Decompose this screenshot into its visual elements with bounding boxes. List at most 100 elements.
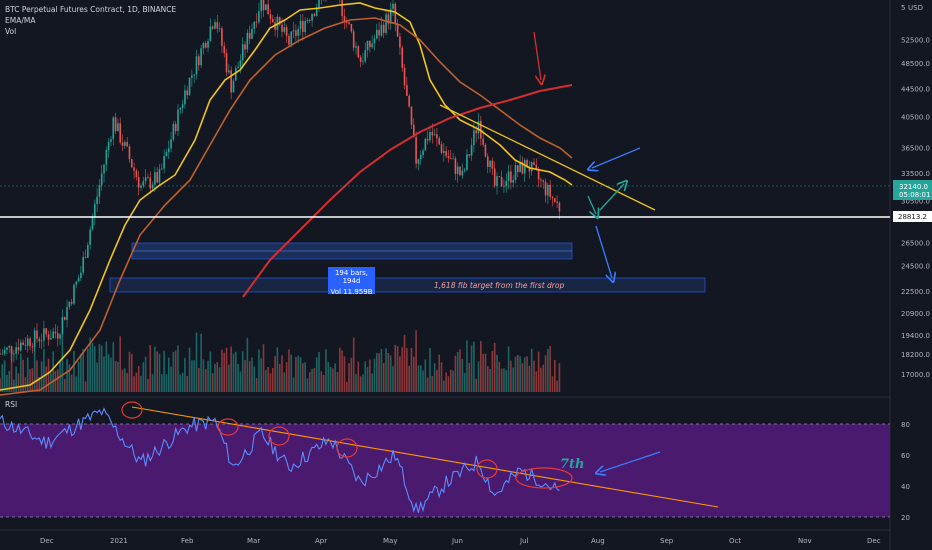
time-tick: Sep [660, 537, 674, 545]
candle-body [449, 158, 452, 159]
candle-body [433, 134, 436, 136]
volume-bar [510, 360, 512, 392]
candle-body [394, 3, 397, 24]
candle-body [297, 28, 300, 36]
line-price-tag [893, 211, 932, 222]
volume-bar [177, 345, 179, 392]
volume-bar [371, 373, 373, 392]
volume-bar [244, 360, 246, 392]
candle-body [110, 139, 112, 142]
candle-body [551, 196, 554, 199]
volume-legend[interactable]: Vol [5, 27, 17, 36]
volume-bar [93, 346, 96, 392]
volume-bar [424, 359, 427, 392]
candle-body [61, 316, 64, 335]
volume-bar [523, 357, 526, 392]
candle-body [278, 16, 281, 25]
candle-body [389, 8, 392, 24]
candle-body [542, 180, 545, 182]
candle-body [306, 19, 309, 22]
volume-bar [348, 363, 350, 392]
rsi-legend[interactable]: RSI [5, 400, 18, 409]
candle-body [396, 23, 399, 37]
time-tick: Dec [867, 537, 881, 545]
volume-bar [269, 373, 272, 392]
volume-bar [514, 356, 517, 392]
volume-bar [207, 360, 209, 392]
candle-body [198, 56, 200, 66]
blue-left-arrow [592, 147, 641, 168]
symbol-legend[interactable]: BTC Perpetual Futures Contract, 1D, BINA… [5, 5, 177, 14]
volume-bar [466, 340, 468, 392]
volume-bar [389, 355, 392, 392]
candle-body [223, 45, 226, 54]
candle-body [40, 340, 43, 342]
candle-body [399, 36, 401, 48]
volume-bar [174, 350, 177, 392]
volume-bar [13, 379, 15, 392]
candle-body [359, 57, 362, 62]
volume-bar [345, 381, 348, 392]
candle-body [207, 40, 209, 48]
price-axis[interactable]: 52500.0 48500.0 44500.0 40500.0 36500.0 33500… [901, 37, 930, 379]
volume-bar [456, 351, 459, 392]
volume-bar [211, 373, 214, 392]
candle-body [454, 158, 457, 175]
volume-bar [130, 353, 133, 392]
candle-body [0, 353, 1, 355]
candle-body [382, 24, 385, 33]
time-axis[interactable]: Dec 2021 Feb Mar Apr May Jun Jul Aug Sep Oct Nov Dec [40, 537, 881, 545]
candle-body [459, 166, 461, 176]
volume-bar [308, 372, 311, 392]
candle-body [179, 108, 182, 110]
volume-bar [241, 351, 244, 392]
blue-rsi-arrow [600, 451, 661, 472]
candle-body [107, 141, 110, 151]
candle-body [54, 331, 57, 334]
fib-target-box[interactable] [109, 277, 706, 293]
volume-bar [528, 365, 531, 392]
volume-bar [47, 358, 50, 392]
candle-body [350, 23, 353, 32]
candle-body [260, 0, 263, 12]
measure-box[interactable]: 194 bars, 194d Vol 11.959B [328, 267, 375, 296]
volume-bar [295, 356, 297, 392]
volume-bar [156, 351, 158, 392]
ema-legend[interactable]: EMA/MA [5, 16, 36, 25]
seventh-label: 7th [560, 457, 585, 472]
price-tick: 30500.0 [901, 198, 930, 206]
volume-bar [73, 350, 75, 392]
candle-body [165, 152, 168, 157]
candle-body [172, 123, 175, 140]
rsi-peak-circles [121, 401, 573, 489]
volume-bar [193, 360, 195, 392]
candle-body [378, 29, 380, 36]
candle-body [267, 4, 269, 15]
volume-bar [503, 368, 505, 392]
candle-body [237, 66, 239, 69]
candle-body [117, 123, 119, 132]
volume-bar [179, 374, 182, 392]
volume-bar [119, 336, 122, 392]
volume-bar [436, 369, 438, 392]
volume-bar [320, 371, 323, 392]
volume-bar [230, 346, 232, 392]
price-tick: 24500.0 [901, 263, 930, 271]
volume-bar [486, 366, 489, 392]
rsi-band [0, 424, 890, 517]
candle-body [105, 150, 108, 165]
volume-bar [401, 347, 404, 392]
candle-body [438, 138, 441, 145]
candle-body [308, 19, 311, 21]
candle-body [431, 132, 434, 136]
volume-bar [221, 349, 223, 392]
candle-body [154, 172, 156, 185]
candle-body [112, 117, 115, 140]
candle-body [200, 48, 202, 66]
candle-body [253, 21, 256, 30]
blue-down-arrow [595, 225, 612, 278]
candle-body [239, 60, 242, 67]
candle-body [66, 307, 68, 320]
candle-body [401, 47, 404, 68]
